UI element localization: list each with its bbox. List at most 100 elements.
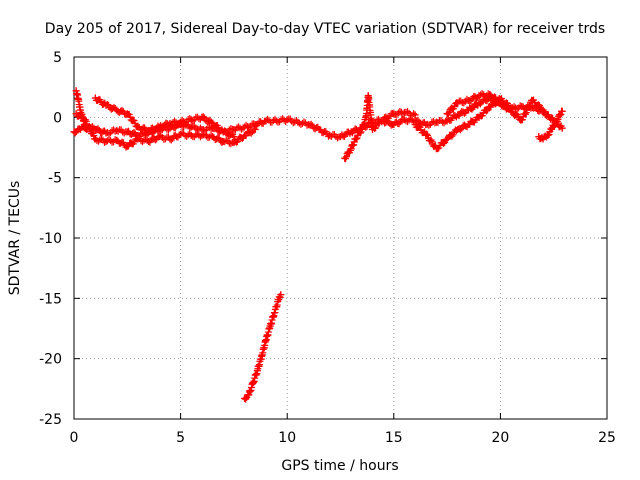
data-series xyxy=(535,107,566,143)
data-point-cluster xyxy=(210,134,226,146)
data-point-band xyxy=(242,293,284,403)
data-point-cluster xyxy=(476,95,492,108)
data-point-cluster xyxy=(221,136,236,148)
data-point-cluster xyxy=(210,122,226,135)
data-point-cluster xyxy=(189,113,204,125)
data-point-cluster xyxy=(327,131,343,142)
tick-labels: 0 5 10 15 20 25 -25 -20 -15 -10 -5 0 5 xyxy=(39,50,616,446)
data-point-cluster xyxy=(466,92,482,105)
chart-title: Day 205 of 2017, Sidereal Day-to-day VTE… xyxy=(45,21,605,37)
data-point-cluster xyxy=(444,112,460,124)
data-series xyxy=(72,87,91,133)
data-point-cluster xyxy=(423,130,440,151)
data-point-cluster xyxy=(72,90,82,102)
data-point-cluster xyxy=(93,125,109,137)
x-tick-label: 5 xyxy=(176,430,185,446)
x-axis-label: GPS time / hours xyxy=(281,458,398,474)
data-point-cluster xyxy=(250,370,261,386)
data-point-cluster xyxy=(466,113,482,128)
data-point-band xyxy=(342,93,382,163)
data-point-cluster xyxy=(263,115,279,126)
y-tick-label: -10 xyxy=(39,231,62,247)
data-point-cluster xyxy=(262,324,274,344)
data-point-cluster xyxy=(178,129,194,140)
data-point-band xyxy=(444,90,546,124)
y-tick-label: -5 xyxy=(48,171,62,187)
data-point-band xyxy=(73,111,258,151)
data-point-cluster xyxy=(103,101,119,113)
data-point-cluster xyxy=(540,108,552,120)
data-point-cluster xyxy=(104,136,119,146)
data-point-cluster xyxy=(557,107,566,118)
data-point-cluster xyxy=(199,113,215,126)
data-point-cluster xyxy=(455,106,471,120)
data-point-cluster xyxy=(364,93,376,131)
data-point-cluster xyxy=(114,137,130,151)
data-point-cluster xyxy=(146,132,162,146)
data-point-cluster xyxy=(254,355,265,373)
data-point-cluster xyxy=(455,121,471,134)
data-point-cluster xyxy=(189,122,204,134)
data-point-cluster xyxy=(391,107,407,119)
data-point-cluster xyxy=(487,91,503,107)
data-point-cluster xyxy=(434,116,450,127)
data-series xyxy=(241,291,285,403)
data-point-cluster xyxy=(274,115,290,126)
data-point-cluster xyxy=(77,109,86,118)
data-point-cluster xyxy=(444,126,461,141)
data-point-cluster xyxy=(444,99,461,118)
data-series xyxy=(443,90,547,124)
data-point-cluster xyxy=(358,113,370,131)
data-point-cluster xyxy=(466,100,482,113)
data-point-cluster xyxy=(79,114,88,129)
data-point-cluster xyxy=(434,136,450,153)
data-series xyxy=(91,94,238,141)
data-point-cluster xyxy=(267,312,278,328)
data-point-cluster xyxy=(258,337,269,359)
x-tick-label: 20 xyxy=(491,430,509,446)
data-point-cluster xyxy=(242,125,258,140)
data-point-cluster xyxy=(455,95,471,107)
data-point-cluster xyxy=(178,115,194,127)
data-point-cluster xyxy=(135,134,151,146)
y-tick-label: 5 xyxy=(53,50,62,66)
data-point-cluster xyxy=(271,295,282,317)
y-tick-label: -15 xyxy=(39,291,62,307)
data-point-cluster xyxy=(93,135,108,146)
axes xyxy=(73,56,608,420)
data-point-cluster xyxy=(275,293,284,301)
data-point-cluster xyxy=(412,123,429,137)
data-point-cluster xyxy=(402,108,418,119)
data-point-cluster xyxy=(199,130,215,142)
x-tick-label: 15 xyxy=(385,430,403,446)
data-point-cluster xyxy=(71,124,83,137)
data-point-cluster xyxy=(167,131,183,144)
data-series xyxy=(72,110,259,151)
x-tick-label: 10 xyxy=(278,430,296,446)
data-point-cluster xyxy=(498,99,514,113)
data-point-cluster xyxy=(342,146,354,163)
data-point-cluster xyxy=(231,133,247,146)
data-point-cluster xyxy=(518,96,536,124)
y-tick-label: -25 xyxy=(39,412,62,428)
data-point-cluster xyxy=(135,123,151,136)
grid-lines xyxy=(74,57,607,419)
data-point-cluster xyxy=(402,115,418,126)
data-series xyxy=(341,92,383,163)
data-point-band xyxy=(93,95,237,140)
data-point-cluster xyxy=(536,133,546,143)
data-point-cluster xyxy=(380,117,396,129)
y-axis-label: SDTVAR / TECUs xyxy=(7,181,23,296)
data-point-cluster xyxy=(477,90,492,100)
data-point-band xyxy=(536,107,566,143)
data-point-cluster xyxy=(391,115,407,128)
data-point-cluster xyxy=(124,110,141,131)
data-point-cluster xyxy=(370,119,382,132)
data-point-cluster xyxy=(530,96,546,115)
data-point-cluster xyxy=(81,122,90,133)
data-point-cluster xyxy=(221,127,237,140)
data-point-cluster xyxy=(93,95,109,108)
data-points xyxy=(70,87,566,403)
